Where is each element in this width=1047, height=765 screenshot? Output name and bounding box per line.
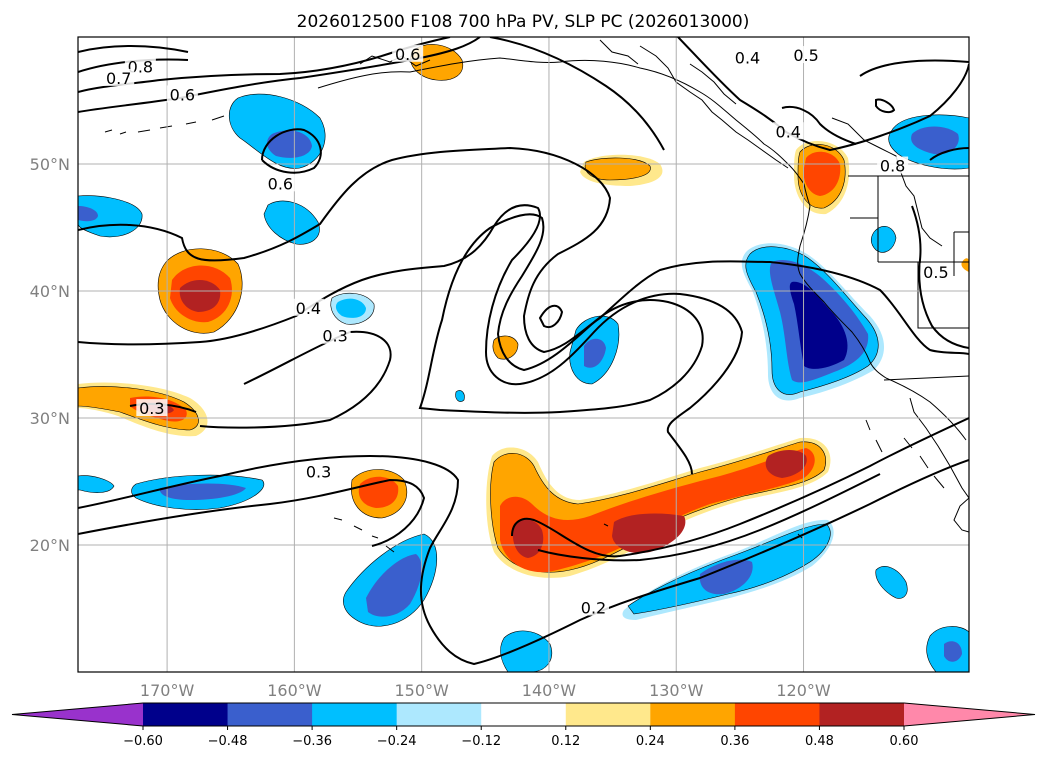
pv-anomaly-negative xyxy=(78,206,98,222)
colorbar-segment xyxy=(396,703,482,726)
contour-label-bg xyxy=(877,156,909,174)
contour-label-bg xyxy=(103,68,135,86)
pv-anomaly-positive xyxy=(584,157,651,181)
pv-anomaly-negative xyxy=(159,483,246,500)
pv-anomaly-negative xyxy=(888,114,969,170)
y-tick-label: 50°N xyxy=(30,155,70,174)
map-frame xyxy=(77,36,970,673)
slp-contour xyxy=(911,205,969,349)
pv-anomaly-negative xyxy=(78,475,115,493)
grid-lines xyxy=(78,37,969,672)
contour-label: 0.4 xyxy=(735,49,760,68)
colorbar-tick-label: 0.24 xyxy=(636,734,665,749)
slp-contour xyxy=(781,106,857,145)
pv-anomaly-negative xyxy=(335,298,366,318)
colorbar-tick-label: −0.24 xyxy=(377,734,417,749)
slp-contour xyxy=(78,37,969,152)
pv-anomaly-positive xyxy=(486,437,831,578)
contour-label-bg xyxy=(319,326,351,344)
colorbar-tick-label: 0.36 xyxy=(720,734,749,749)
colorbar-segment xyxy=(481,703,567,726)
contour-label-bg xyxy=(292,298,324,316)
slp-contour xyxy=(78,454,969,666)
slp-contour xyxy=(511,417,969,558)
pv-anomaly-negative xyxy=(875,566,908,599)
slp-contour xyxy=(199,330,392,429)
colorbar-segment xyxy=(143,703,229,726)
colorbar-tick-label: −0.12 xyxy=(461,734,501,749)
colorbar-tick-label: 0.60 xyxy=(890,734,919,749)
contour-label-bg xyxy=(790,46,822,64)
contour-label: 0.5 xyxy=(793,46,818,65)
slp-contour xyxy=(78,45,189,53)
pv-anomaly-negative xyxy=(228,93,326,169)
x-tick-label: 170°W xyxy=(140,681,195,700)
colorbar-extend-high xyxy=(904,703,1035,726)
contour-label: 0.4 xyxy=(296,299,321,318)
coastlines xyxy=(104,39,969,553)
pv-anomaly-negative xyxy=(944,641,962,662)
x-tick-label: 120°W xyxy=(776,681,831,700)
colorbar-extend-low xyxy=(12,703,143,726)
contour-label: 0.3 xyxy=(139,399,164,418)
colorbar-tick-label: −0.36 xyxy=(292,734,332,749)
contour-label: 0.4 xyxy=(776,122,801,141)
contour-label-bg xyxy=(578,598,610,616)
x-tick-label: 160°W xyxy=(267,681,322,700)
slp-contour xyxy=(875,98,896,114)
contour-label-bg xyxy=(392,44,424,62)
contour-label: 0.2 xyxy=(581,599,606,618)
colorbar-tick-label: 0.12 xyxy=(551,734,580,749)
slp-contour xyxy=(537,473,881,562)
y-tick-label: 30°N xyxy=(30,409,70,428)
colorbar-segment xyxy=(312,703,398,726)
colorbar-segment xyxy=(819,703,905,726)
contour-label-bg xyxy=(732,48,764,66)
contour-label: 0.3 xyxy=(322,327,347,346)
map-area: 0.80.70.60.6 0.4 0.50.40.60.40.30.30.30.20… xyxy=(78,37,969,672)
contour-label-bg xyxy=(136,399,168,417)
colorbar-segment xyxy=(650,703,736,726)
contour-label: 0.3 xyxy=(306,463,331,482)
slp-contour xyxy=(261,128,322,174)
colorbar-segment xyxy=(227,703,313,726)
pv-anomaly-negative xyxy=(870,226,897,253)
contour-label-bg xyxy=(303,462,335,480)
y-tick-label: 20°N xyxy=(30,536,70,555)
contour-label: 0.7 xyxy=(106,69,131,88)
colorbar-tick-label: −0.60 xyxy=(123,734,163,749)
pv-anomaly-positive xyxy=(794,140,850,215)
x-tick-label: 130°W xyxy=(649,681,704,700)
chart-title: 2026012500 F108 700 hPa PV, SLP PC (2026… xyxy=(297,12,750,32)
contour-labels: 0.80.70.60.6 0.4 0.50.40.60.40.30.30.30.20… xyxy=(103,44,952,618)
x-tick-label: 140°W xyxy=(522,681,577,700)
colorbar: −0.60 −0.48 −0.36 −0.24 −0.12 0.12 0.24 0.36 0.4… xyxy=(11,702,1036,749)
slp-contour xyxy=(78,146,969,355)
y-tick-label: 40°N xyxy=(30,282,70,301)
y-axis: 20°N 30°N 40°N 50°N xyxy=(30,155,70,555)
slp-contour xyxy=(78,478,426,547)
x-tick-label: 150°W xyxy=(394,681,449,700)
slp-contour xyxy=(418,213,704,414)
colorbar-tick-label: 0.48 xyxy=(805,734,834,749)
colorbar-segment xyxy=(565,703,651,726)
pv-anomaly-negative xyxy=(455,390,465,402)
contour-label: 0.6 xyxy=(268,174,293,193)
colorbar-segment xyxy=(734,703,820,726)
contour-label: 0.6 xyxy=(395,45,420,64)
contour-label: 0.5 xyxy=(923,263,948,282)
slp-contour xyxy=(538,304,564,328)
x-axis: 170°W 160°W 150°W 140°W 130°W 120°W xyxy=(140,681,831,700)
contour-label: 0.8 xyxy=(880,157,905,176)
contour-label-bg xyxy=(264,174,296,192)
colorbar-tick-label: −0.48 xyxy=(208,734,248,749)
contour-label-bg xyxy=(920,263,952,281)
slp-contour xyxy=(929,147,969,161)
contour-label: 0.6 xyxy=(170,85,195,104)
contour-label-bg xyxy=(772,122,804,140)
contour-label-bg xyxy=(166,85,198,103)
